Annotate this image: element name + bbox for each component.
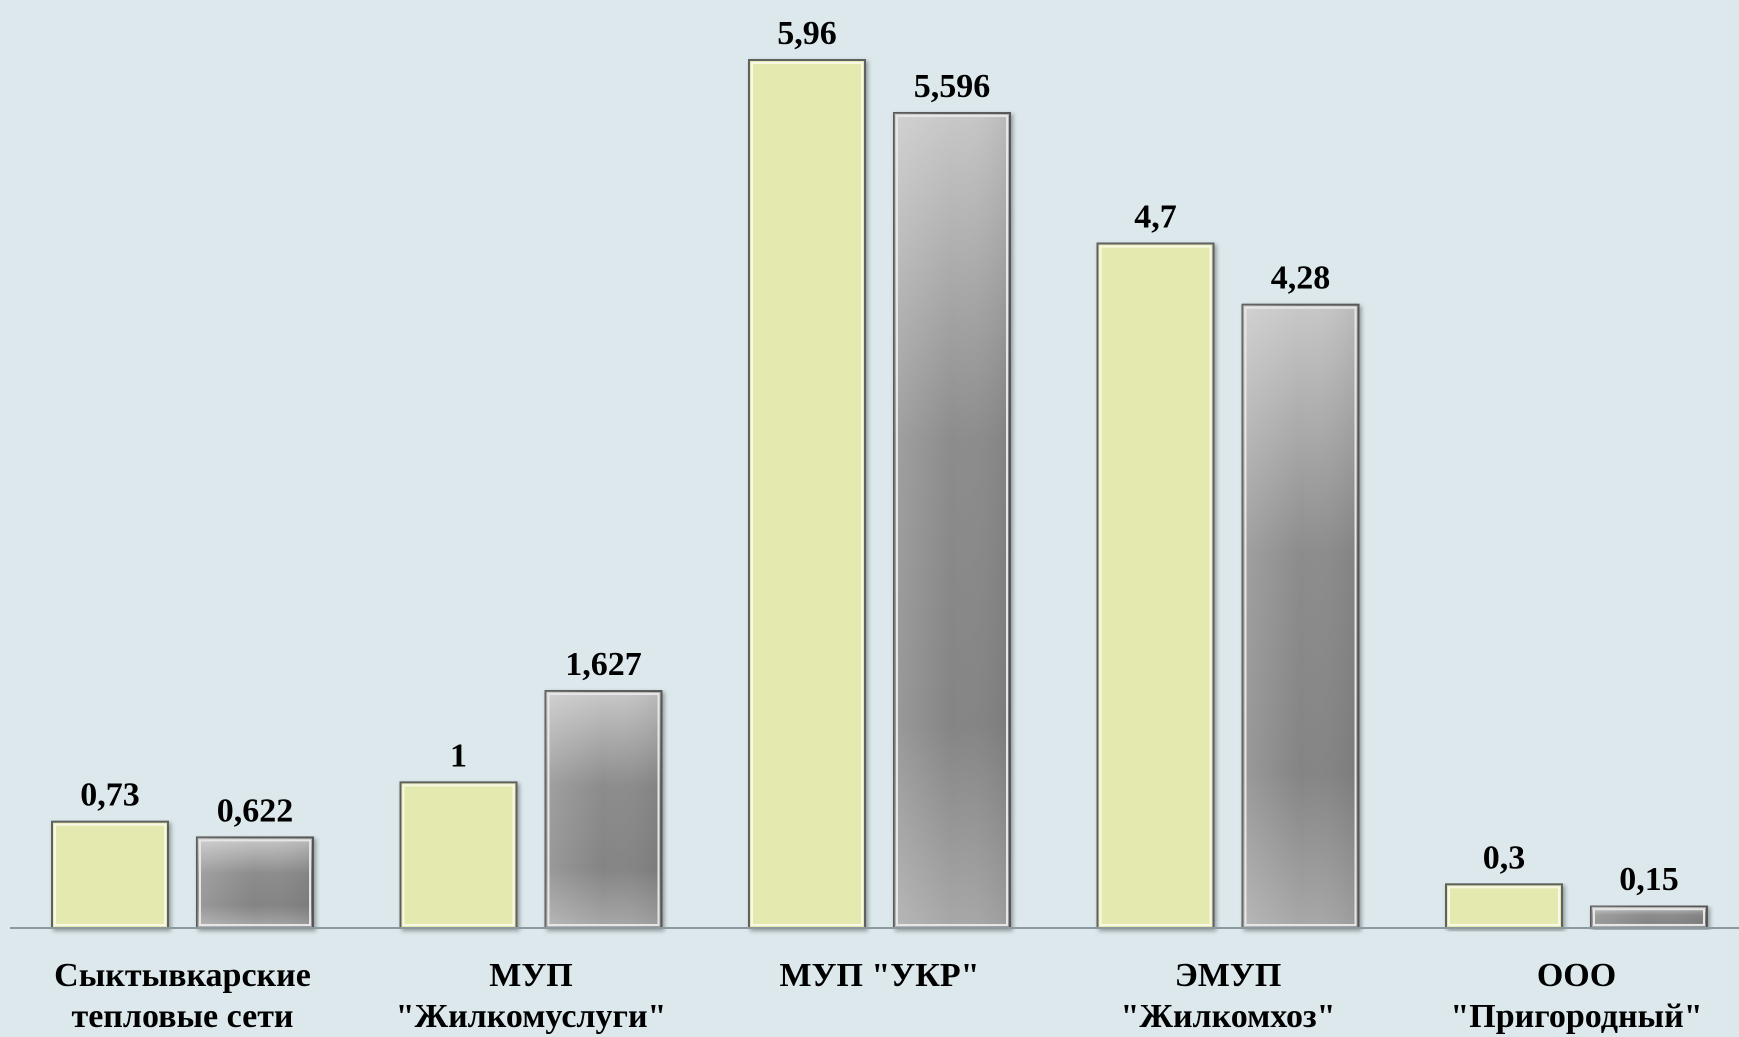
value-label-series-2-2: 1,627: [565, 646, 642, 683]
bar-series-2-5: [1590, 905, 1708, 929]
value-label-series-2-3: 5,596: [914, 68, 991, 105]
bar-series-2-4: [1241, 303, 1360, 929]
bar-series-1-4: [1096, 242, 1215, 929]
bar-series-2-3: [893, 112, 1011, 929]
value-label-series-1-1: 0,73: [80, 777, 140, 814]
category-label-3: МУП "УКР": [779, 957, 979, 994]
value-label-series-1-4: 4,7: [1134, 199, 1177, 236]
value-label-series-1-2: 1: [450, 737, 467, 774]
value-label-series-2-5: 0,15: [1619, 861, 1679, 898]
value-label-series-1-5: 0,3: [1483, 839, 1526, 876]
value-label-series-2-1: 0,622: [217, 792, 294, 829]
category-label-4: ЭМУП "Жилкомхоз": [1120, 957, 1335, 1035]
category-label-5: ООО "Пригородный": [1450, 957, 1702, 1035]
value-label-series-2-4: 4,28: [1271, 260, 1331, 297]
bar-series-1-3: [748, 59, 866, 929]
category-label-1: Сыктывкарские тепловые сети: [54, 957, 311, 1035]
bar-series-1-5: [1445, 883, 1563, 929]
bar-series-1-1: [51, 820, 169, 930]
category-label-2: МУП "Жилкомуслуги": [396, 957, 667, 1035]
bar-series-1-2: [399, 781, 518, 930]
bar-series-2-2: [544, 690, 663, 930]
bar-series-2-1: [196, 836, 314, 930]
value-label-series-1-3: 5,96: [777, 15, 837, 52]
